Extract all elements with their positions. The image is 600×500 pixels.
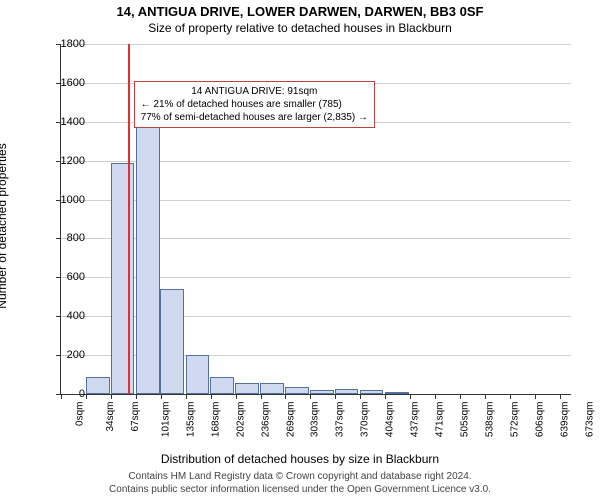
- x-tick: [410, 394, 411, 399]
- histogram-bar: [260, 383, 284, 394]
- plot-area: 14 ANTIGUA DRIVE: 91sqm← 21% of detached…: [60, 44, 570, 394]
- x-tick-label: 639sqm: [560, 402, 571, 438]
- x-tick: [261, 394, 262, 399]
- annotation-line: ← 21% of detached houses are smaller (78…: [141, 98, 368, 111]
- x-tick-label: 303sqm: [310, 402, 321, 438]
- x-tick-label: 135sqm: [185, 402, 196, 438]
- x-tick: [285, 394, 286, 399]
- x-tick: [435, 394, 436, 399]
- gridline: [61, 44, 571, 45]
- histogram-bar: [235, 383, 259, 394]
- x-tick-label: 505sqm: [460, 402, 471, 438]
- histogram-bar: [186, 355, 210, 394]
- x-tick-label: 404sqm: [385, 402, 396, 438]
- x-tick-label: 269sqm: [285, 402, 296, 438]
- annotation-box: 14 ANTIGUA DRIVE: 91sqm← 21% of detached…: [134, 81, 375, 128]
- x-tick-label: 337sqm: [335, 402, 346, 438]
- x-tick: [510, 394, 511, 399]
- histogram-bar: [160, 289, 184, 394]
- histogram-bar: [385, 392, 409, 394]
- x-tick: [186, 394, 187, 399]
- y-axis-title: Number of detached properties: [0, 143, 9, 308]
- histogram-bar: [360, 390, 384, 394]
- x-tick: [335, 394, 336, 399]
- x-tick-label: 538sqm: [485, 402, 496, 438]
- x-tick: [485, 394, 486, 399]
- footer-line-2: Contains public sector information licen…: [109, 484, 491, 497]
- x-tick-label: 471sqm: [435, 402, 446, 438]
- y-tick-label: 1600: [45, 77, 85, 89]
- x-tick-label: 34sqm: [105, 402, 116, 432]
- histogram-bar: [86, 377, 110, 395]
- x-tick-label: 370sqm: [360, 402, 371, 438]
- y-tick-label: 1000: [45, 194, 85, 206]
- x-tick-label: 437sqm: [410, 402, 421, 438]
- histogram-bar: [136, 112, 160, 394]
- x-tick-label: 67sqm: [130, 402, 141, 432]
- y-tick-label: 1200: [45, 155, 85, 167]
- y-tick-label: 200: [45, 349, 85, 361]
- x-tick-label: 202sqm: [235, 402, 246, 438]
- chart-subtitle: Size of property relative to detached ho…: [0, 19, 600, 35]
- y-tick-label: 0: [45, 388, 85, 400]
- x-tick-label: 572sqm: [510, 402, 521, 438]
- footer-line-1: Contains HM Land Registry data © Crown c…: [109, 471, 491, 484]
- x-tick: [460, 394, 461, 399]
- x-tick: [385, 394, 386, 399]
- x-tick-label: 101sqm: [160, 402, 171, 438]
- x-tick: [360, 394, 361, 399]
- x-tick: [560, 394, 561, 399]
- y-tick-label: 1400: [45, 116, 85, 128]
- histogram-bar: [335, 389, 359, 394]
- y-tick-label: 800: [45, 232, 85, 244]
- x-tick-label: 168sqm: [210, 402, 221, 438]
- plot: 14 ANTIGUA DRIVE: 91sqm← 21% of detached…: [60, 44, 571, 395]
- histogram-bar: [285, 387, 309, 394]
- x-tick-label: 236sqm: [260, 402, 271, 438]
- x-tick: [535, 394, 536, 399]
- x-tick-label: 673sqm: [584, 402, 595, 438]
- page-title: 14, ANTIGUA DRIVE, LOWER DARWEN, DARWEN,…: [0, 0, 600, 19]
- histogram-bar: [210, 377, 234, 395]
- x-tick: [136, 394, 137, 399]
- x-tick: [236, 394, 237, 399]
- histogram-bar: [310, 390, 334, 394]
- x-tick-label: 606sqm: [535, 402, 546, 438]
- property-marker-line: [128, 44, 130, 394]
- x-tick: [211, 394, 212, 399]
- x-tick-label: 0sqm: [74, 402, 85, 426]
- x-tick: [86, 394, 87, 399]
- histogram-bar: [111, 163, 135, 394]
- annotation-line: 77% of semi-detached houses are larger (…: [141, 111, 368, 124]
- y-tick-label: 600: [45, 271, 85, 283]
- y-tick-label: 1800: [45, 38, 85, 50]
- annotation-line: 14 ANTIGUA DRIVE: 91sqm: [141, 85, 368, 98]
- x-axis-title: Distribution of detached houses by size …: [161, 452, 439, 466]
- y-tick-label: 400: [45, 310, 85, 322]
- footer-attribution: Contains HM Land Registry data © Crown c…: [109, 471, 491, 496]
- chart-container: 14, ANTIGUA DRIVE, LOWER DARWEN, DARWEN,…: [0, 0, 600, 500]
- x-tick: [111, 394, 112, 399]
- x-tick: [310, 394, 311, 399]
- x-tick: [161, 394, 162, 399]
